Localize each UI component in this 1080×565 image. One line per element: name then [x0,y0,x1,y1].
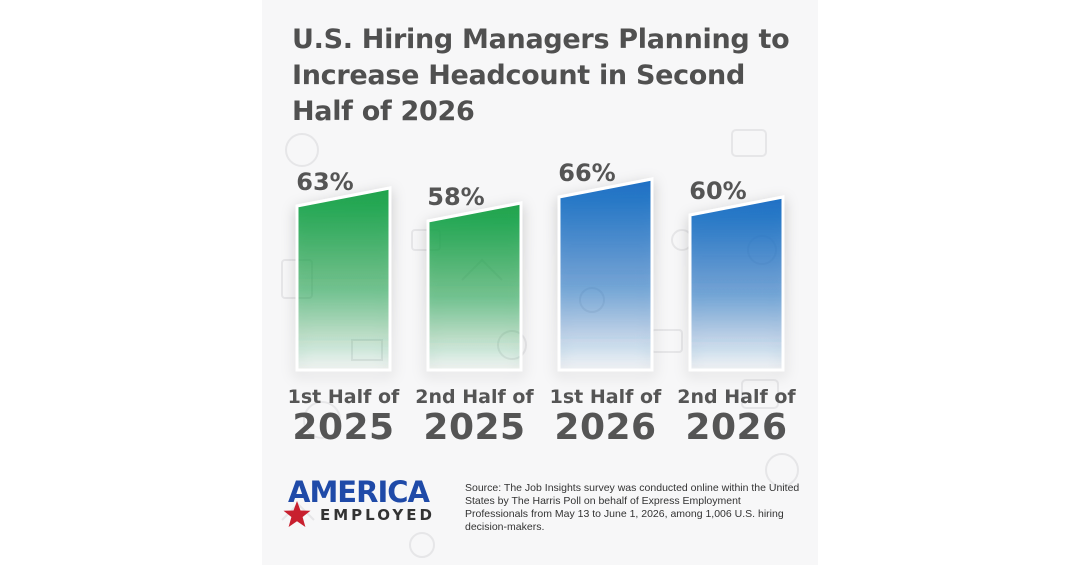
bar-4 [688,195,785,372]
bar-3 [557,177,654,372]
value-label-1: 63% [296,168,353,196]
category-period: 1st Half of [287,386,400,408]
value-label-2: 58% [427,183,484,211]
logo-employed-text: EMPLOYED [320,506,435,524]
chart-title: U.S. Hiring Managers Planning to Increas… [292,24,790,127]
category-period: 2nd Half of [415,386,534,408]
value-label-4: 60% [689,177,746,205]
category-label-4: 2nd Half of 2026 [676,386,797,448]
footer: AMERICA EMPLOYED Source: The Job Insight… [282,474,812,534]
category-label-3: 1st Half of 2026 [545,386,666,448]
america-employed-logo: AMERICA EMPLOYED [282,474,462,530]
bar-2 [426,201,523,372]
category-period: 1st Half of [549,386,662,408]
value-label-3: 66% [558,159,615,187]
logo-america-text: AMERICA [288,475,430,509]
star-icon [283,501,311,527]
bar-1 [295,186,392,372]
category-year: 2025 [292,407,395,448]
category-period: 2nd Half of [677,386,796,408]
infographic-panel: U.S. Hiring Managers Planning to Increas… [262,0,818,565]
category-label-1: 1st Half of 2025 [283,386,404,448]
category-year: 2025 [423,407,526,448]
source-note: Source: The Job Insights survey was cond… [465,482,800,533]
category-year: 2026 [554,407,657,448]
category-label-2: 2nd Half of 2025 [414,386,535,448]
category-year: 2026 [685,407,788,448]
bar-chart: 63% 58% 66% 60% [295,159,785,372]
